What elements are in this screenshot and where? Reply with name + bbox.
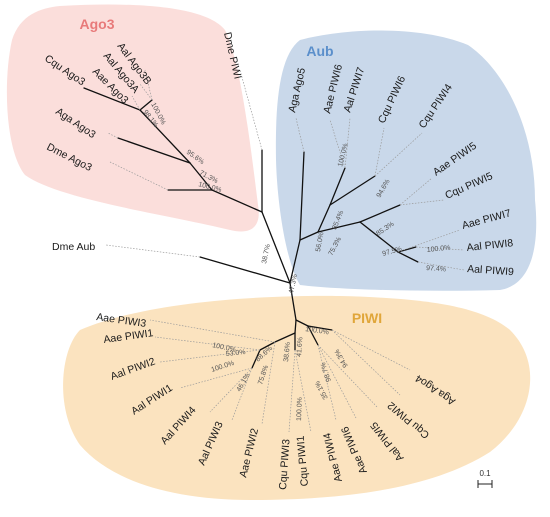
tip-leaders	[105, 69, 465, 433]
leader-aae-piwi2	[261, 341, 276, 425]
leader-aal-ago3a	[139, 83, 153, 101]
leader-cqu-piwi1	[294, 349, 312, 433]
bootstrap-label: 100.0%	[305, 326, 329, 336]
leader-aal-piwi7	[344, 117, 351, 169]
bootstrap-label: 100.0%	[212, 342, 237, 354]
branch-piwi-right-b	[307, 325, 319, 346]
leader-aae-piwi6	[329, 119, 346, 169]
piwi-clade-region	[63, 295, 531, 500]
branch-aub-h	[397, 251, 419, 263]
branch-aga-ago5	[299, 151, 305, 241]
branch-ago3-inner	[189, 162, 213, 191]
leader-aae-piwi3	[149, 319, 276, 343]
tip-cqu-piwi3: Cqu PIWI3	[277, 439, 293, 491]
tip-aal-piwi9: Aal PIWI9	[467, 263, 515, 278]
leader-aal-piwi3	[231, 367, 253, 421]
leader-aal-piwi4	[209, 367, 253, 413]
branch-aal-ago3	[139, 99, 153, 111]
bootstrap-label: 38.7%	[261, 244, 272, 265]
ago3-clade-label: Ago3	[80, 16, 115, 32]
leader-aae-ago3	[131, 95, 141, 111]
bootstrap-label: 47.3%	[288, 274, 299, 295]
branch-piwi-right	[295, 319, 309, 327]
branch-piwi-left-b	[251, 349, 261, 369]
bootstrap-label: 97.4%	[426, 265, 446, 273]
branch-piwi-right-a	[307, 325, 333, 331]
tip-aal-piwi8: Aal PIWI8	[466, 237, 514, 254]
branch-ago3-stem	[211, 189, 263, 213]
scale-bar-line	[477, 480, 493, 488]
tip-dme-aub: Dme Aub	[52, 241, 95, 253]
leader-aal-piwi1	[179, 367, 253, 389]
aub-clade-region	[275, 30, 537, 291]
branch-aub-d	[317, 221, 361, 233]
branch-dme-aub	[199, 256, 291, 284]
leader-aae-piwi1	[154, 336, 261, 351]
branch-piwi-stem	[294, 319, 297, 334]
leader-dme-aub	[105, 244, 201, 258]
leader-aae-piwi7	[397, 229, 461, 253]
leader-aae-piwi5	[399, 177, 433, 206]
leader-aga-ago3	[107, 132, 119, 139]
branch-cqu-ago3	[83, 87, 141, 111]
branch-piwi-left-a	[259, 341, 276, 351]
branch-aub-b	[329, 167, 346, 206]
branch-aub-stem	[299, 231, 319, 241]
leader-aae-piwi4	[317, 344, 337, 421]
leader-cqu-piwi5	[399, 199, 445, 206]
piwi-clade-label: PIWI	[352, 310, 382, 326]
tip-cqu-piwi1: Cqu PIWI1	[295, 435, 311, 487]
branch-aub-e	[359, 204, 401, 223]
leader-dme-piwi	[239, 69, 263, 151]
ago3-clade-region	[6, 4, 259, 232]
leader-aal-ago3b	[144, 69, 153, 101]
branch-aub-a	[317, 204, 331, 233]
leader-cqu-piwi6	[374, 127, 385, 177]
scale-bar-label: 0.1	[479, 469, 491, 478]
branch-root-aub	[289, 239, 301, 284]
branch-aub-c	[329, 175, 376, 206]
branch-aub-f	[359, 221, 399, 253]
leader-cqu-piwi2	[331, 329, 401, 396]
scale-bar: 0.1	[477, 469, 493, 488]
branch-aga-ago3	[117, 137, 191, 164]
aub-clade-label: Aub	[306, 43, 333, 59]
leader-aal-piwi5	[317, 344, 379, 409]
bootstrap-label: 100.0%	[426, 245, 450, 254]
bootstrap-label: 53.0%	[225, 349, 245, 358]
branch-piwi-left	[274, 332, 296, 343]
branch-root-ago3	[261, 211, 291, 284]
leader-aga-ago4	[331, 329, 411, 371]
branch-root-piwi	[289, 282, 297, 321]
bootstrap-label: 38.6%	[283, 342, 292, 362]
bootstrap-label: 56.0%	[315, 232, 325, 253]
bootstrap-label: 41.6%	[296, 337, 304, 357]
bootstrap-label: 100.0%	[296, 397, 304, 421]
leader-aal-piwi8	[415, 246, 465, 251]
tree-branches	[83, 87, 419, 369]
branch-aedes-ago3	[139, 109, 191, 164]
